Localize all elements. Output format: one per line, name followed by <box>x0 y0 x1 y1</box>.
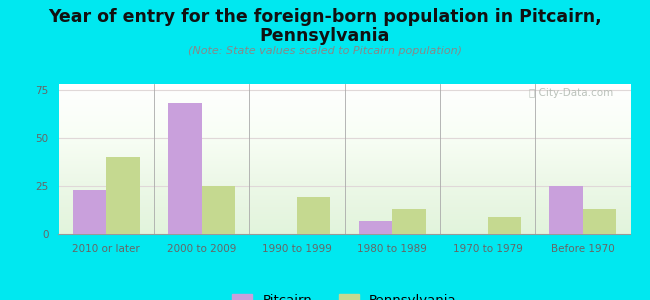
Bar <box>202 186 235 234</box>
Bar <box>583 209 616 234</box>
Legend: Pitcairn, Pennsylvania: Pitcairn, Pennsylvania <box>227 289 462 300</box>
Bar <box>549 186 583 234</box>
Text: (Note: State values scaled to Pitcairn population): (Note: State values scaled to Pitcairn p… <box>188 46 462 56</box>
Bar <box>488 217 521 234</box>
Bar <box>359 220 392 234</box>
Text: Year of entry for the foreign-born population in Pitcairn,: Year of entry for the foreign-born popul… <box>48 8 602 26</box>
Text: ⓘ City-Data.com: ⓘ City-Data.com <box>529 88 614 98</box>
Bar <box>73 190 106 234</box>
Bar <box>392 209 426 234</box>
Text: Pennsylvania: Pennsylvania <box>260 27 390 45</box>
Bar <box>106 157 140 234</box>
Bar <box>168 103 202 234</box>
Bar <box>297 197 330 234</box>
